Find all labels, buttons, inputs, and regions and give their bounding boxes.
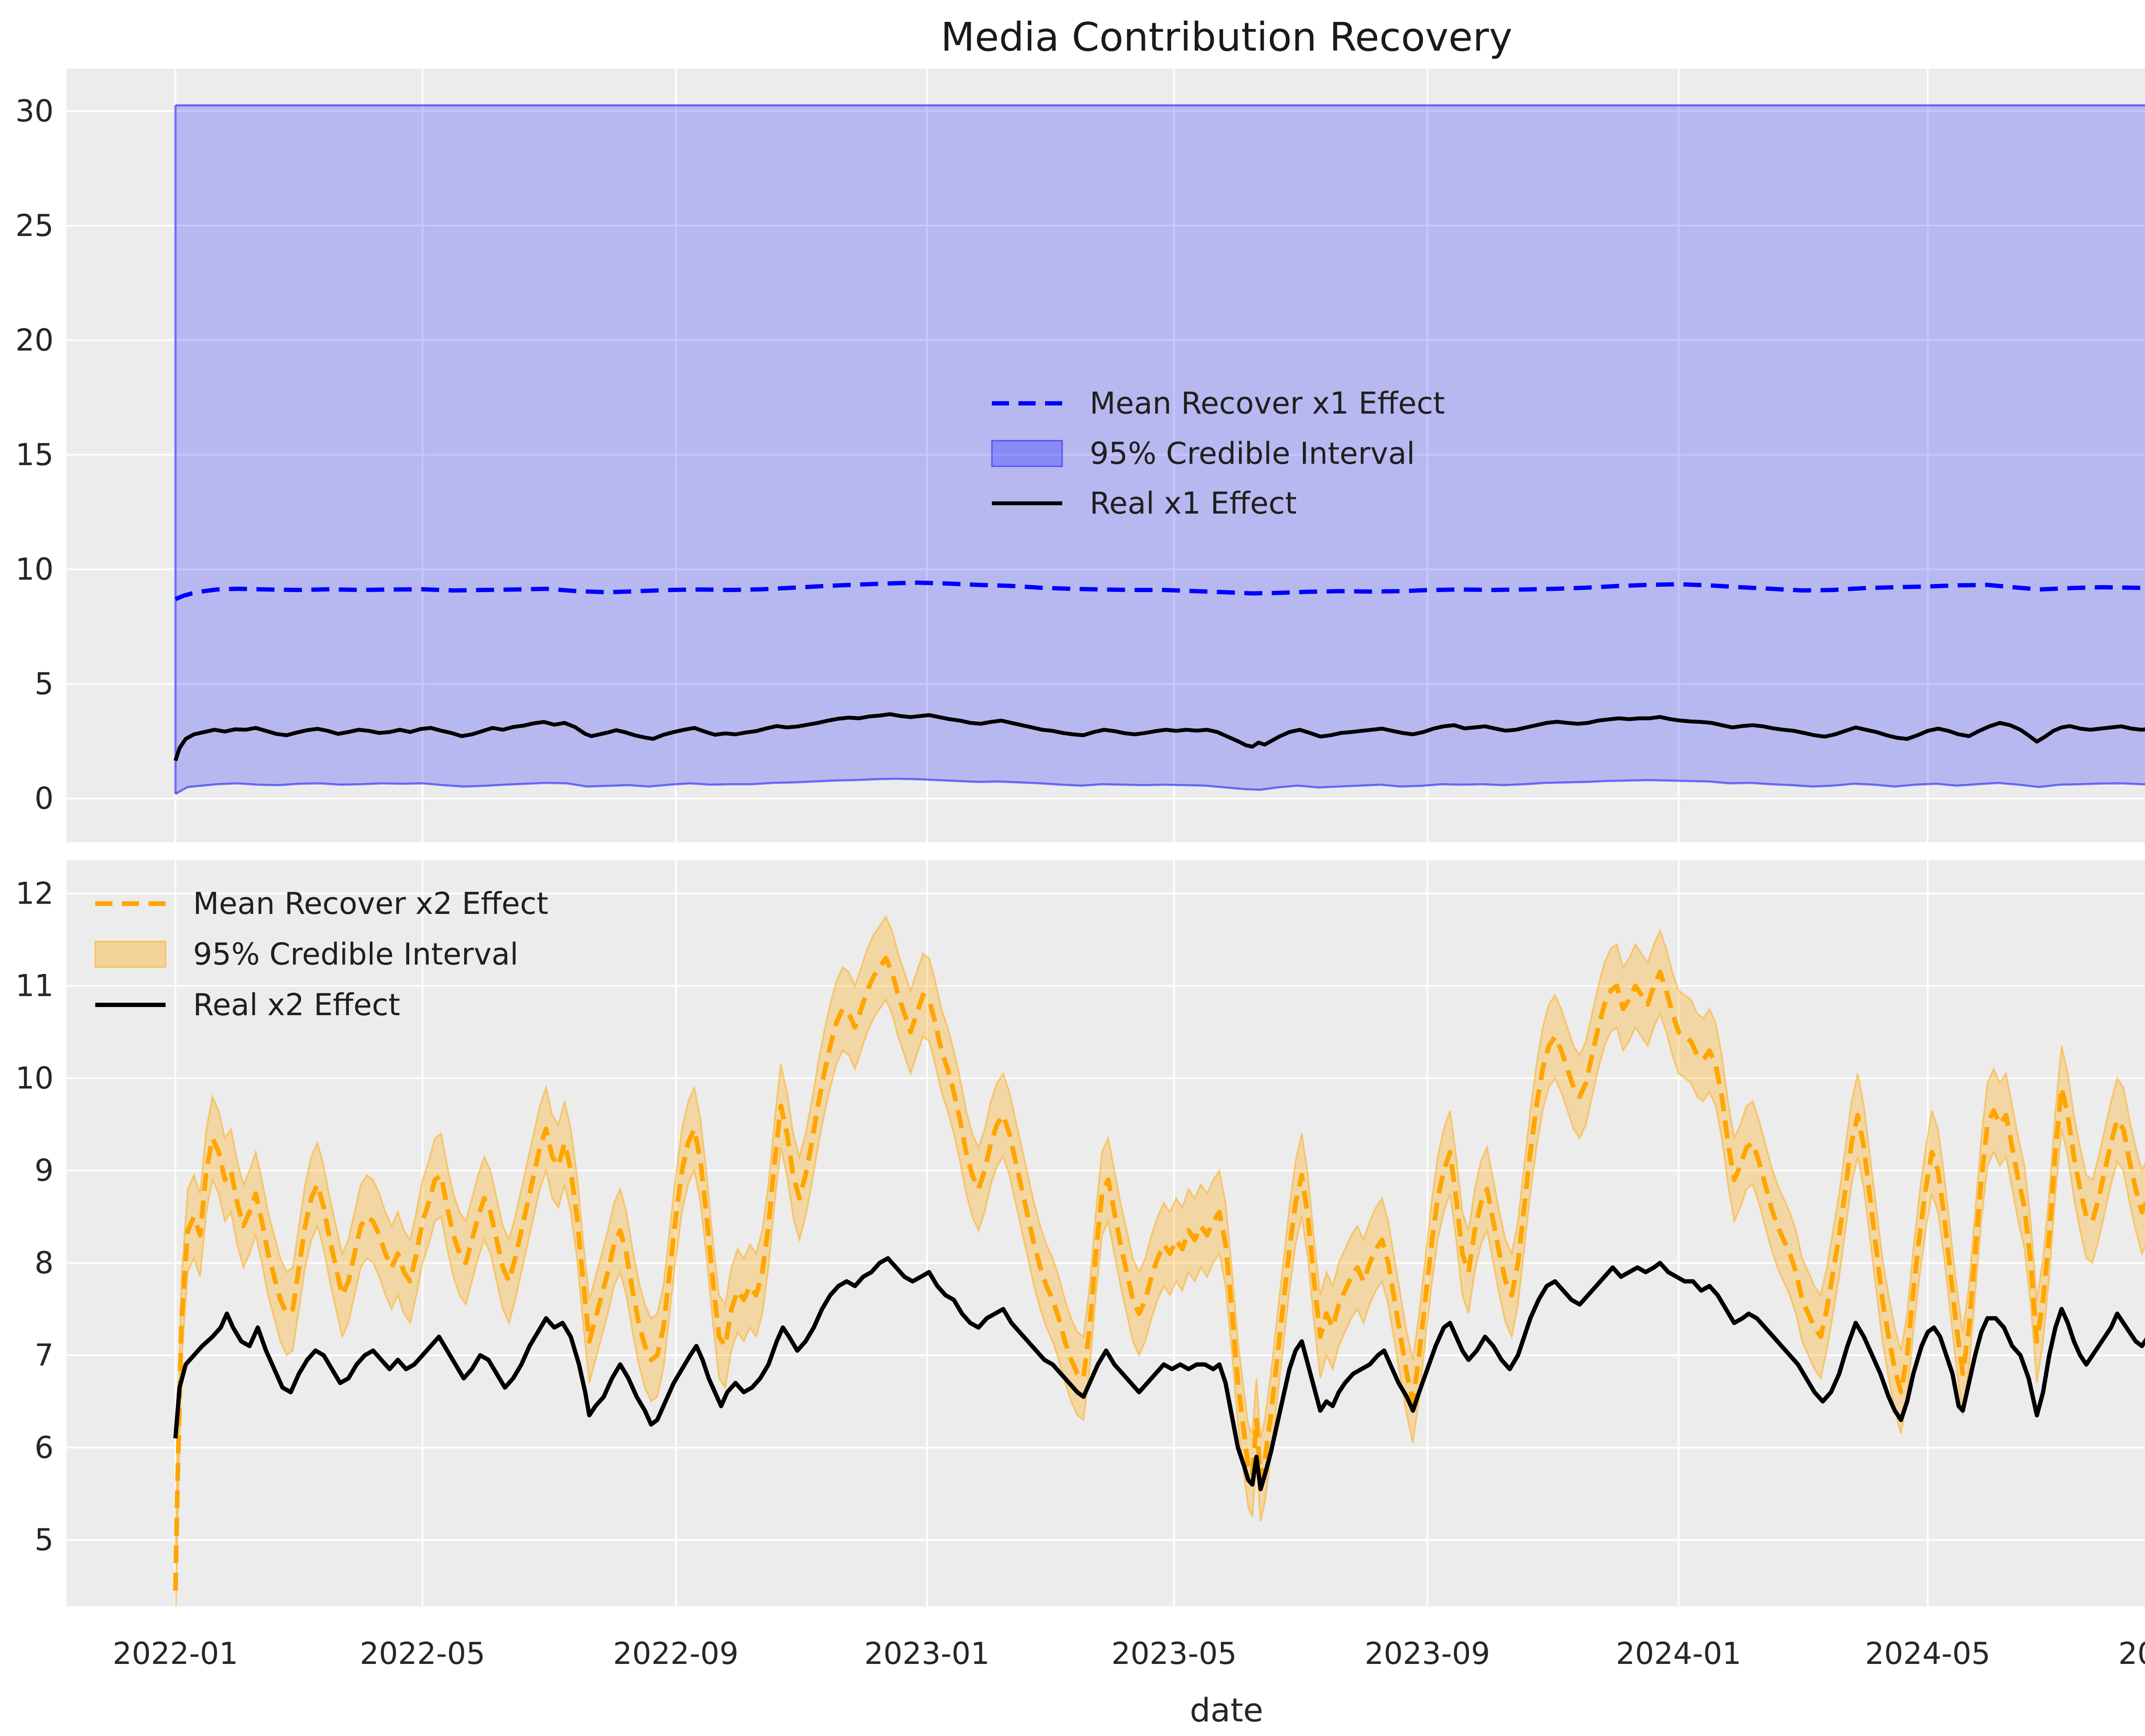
y-tick-label: 20	[15, 323, 54, 358]
x1-real-line	[173, 712, 2145, 762]
x2-credible-band	[175, 916, 2145, 1606]
axes-x1: 0 5 10 15 20 25 30 Mean Recover x1 Effect 95% …	[15, 69, 2145, 842]
x-axis-label: date	[1190, 1691, 1263, 1729]
legend-x1-band-swatch	[991, 440, 1063, 467]
x-tick-label: 2024-09	[2118, 1636, 2145, 1671]
axes-x2: 5 6 7 8 9 10 11 12 2022-01 2022-05 2022-09 2023-01…	[15, 860, 2145, 1729]
x2-real-line	[173, 1256, 2145, 1491]
y-tick-label: 5	[34, 1522, 54, 1558]
legend-x1-real-label: Real x1 Effect	[1090, 486, 1297, 521]
legend-x1-band-label: 95% Credible Interval	[1090, 436, 1415, 471]
y-tick-label: 15	[15, 437, 54, 472]
legend-x2-mean-label: Mean Recover x2 Effect	[193, 886, 548, 921]
x-tick-label: 2023-09	[1365, 1636, 1490, 1671]
legend-x2-real-label: Real x2 Effect	[193, 987, 400, 1022]
axes-x1-ytick-labels: 0 5 10 15 20 25 30	[15, 94, 54, 816]
x-tick-label: 2024-01	[1616, 1636, 1741, 1671]
x-axis-tick-labels: 2022-01 2022-05 2022-09 2023-01 2023-05 2023-…	[113, 1636, 2145, 1671]
axes-x2-grid	[66, 860, 2145, 1606]
chart-title: Media Contribution Recovery	[941, 14, 1513, 60]
x2-mean-line	[173, 956, 2145, 1591]
axes-x2-background	[66, 860, 2145, 1606]
y-tick-label: 12	[15, 876, 54, 911]
legend-x2: Mean Recover x2 Effect 95% Credible Inte…	[94, 886, 548, 1022]
x-tick-label: 2023-01	[864, 1636, 990, 1671]
axes-x2-series	[173, 915, 2145, 1606]
y-tick-label: 25	[15, 208, 54, 243]
legend-x2-band-swatch	[94, 941, 166, 968]
y-tick-label: 0	[34, 781, 54, 816]
legend-x1-mean-label: Mean Recover x1 Effect	[1090, 386, 1445, 421]
y-tick-label: 10	[15, 552, 54, 587]
x-tick-label: 2022-09	[613, 1636, 738, 1671]
y-tick-label: 8	[34, 1245, 54, 1280]
legend-x1: Mean Recover x1 Effect 95% Credible Inte…	[991, 386, 1445, 521]
x1-mean-line	[174, 580, 2145, 602]
y-tick-label: 7	[34, 1338, 54, 1373]
y-tick-label: 11	[15, 968, 54, 1004]
y-tick-label: 9	[34, 1153, 54, 1188]
axes-x1-series	[173, 104, 2145, 795]
axes-x2-ytick-labels: 5 6 7 8 9 10 11 12	[15, 876, 54, 1558]
y-tick-label: 5	[34, 666, 54, 702]
y-tick-label: 30	[15, 94, 54, 129]
x-tick-label: 2022-01	[113, 1636, 238, 1671]
x1-credible-band	[175, 105, 2145, 794]
x2-band-lower-edge	[175, 998, 2145, 1606]
x-tick-label: 2024-05	[1865, 1636, 1990, 1671]
legend-x2-band-label: 95% Credible Interval	[193, 937, 518, 972]
x1-band-lower-edge	[175, 777, 2145, 795]
y-tick-label: 6	[34, 1430, 54, 1465]
y-tick-label: 10	[15, 1061, 54, 1096]
x-tick-label: 2023-05	[1112, 1636, 1237, 1671]
x-tick-label: 2022-05	[360, 1636, 485, 1671]
x2-band-upper-edge	[174, 915, 2145, 1549]
